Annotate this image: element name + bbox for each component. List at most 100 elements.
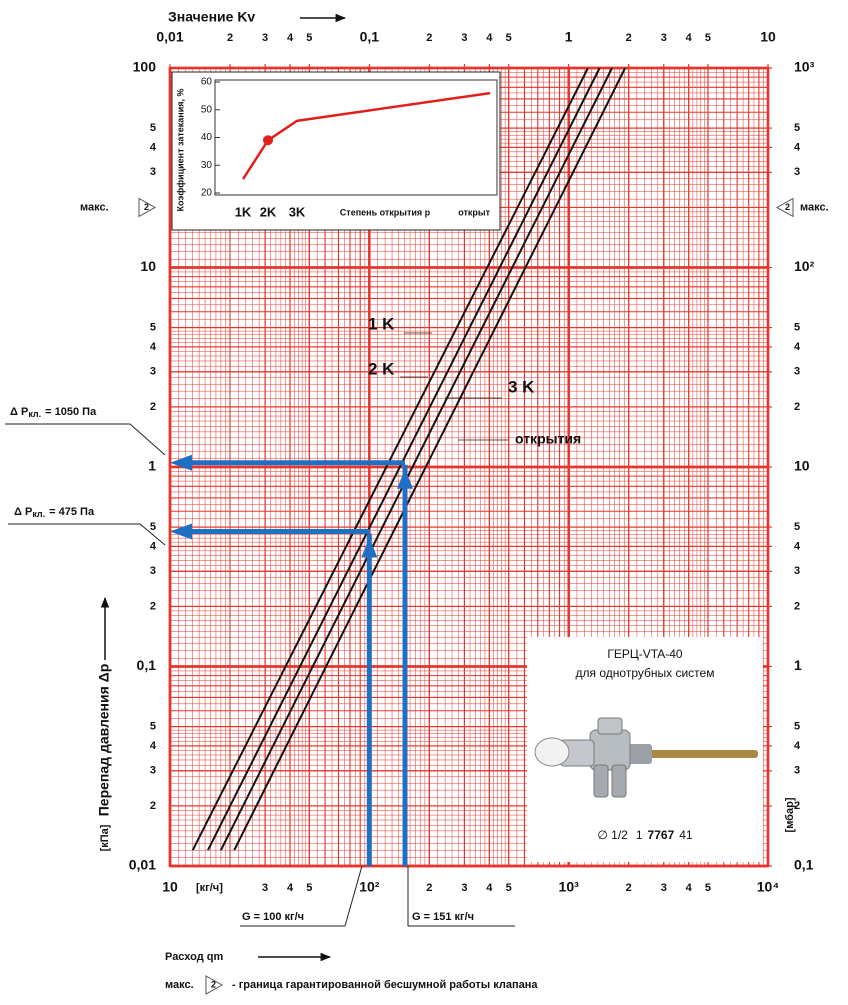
arrowhead: [170, 523, 192, 540]
x2-tick-label: 4: [287, 32, 294, 44]
series-label: 3 K: [508, 377, 535, 396]
label-subscript: кл.: [32, 509, 45, 519]
x-tick-label: 2: [426, 882, 432, 894]
y-tick-label: 10: [140, 258, 156, 274]
y-tick-label: 1: [148, 458, 156, 474]
max-symbol: 2: [785, 202, 790, 212]
inset-x-tick-label: 3K: [289, 204, 306, 219]
label-symbol: Δ P: [14, 506, 32, 518]
y-tick-label: 3: [150, 565, 156, 577]
operating-arrow: [180, 460, 408, 866]
y-tick-label: 0,1: [137, 657, 157, 673]
label-text: = 1050 Па: [45, 406, 97, 418]
y-tick-label: 4: [150, 740, 157, 752]
arrowhead: [361, 537, 378, 558]
inset-line: [241, 91, 491, 180]
inset-y-tick-label: 30: [201, 160, 213, 171]
x-tick-label: 5: [306, 882, 312, 894]
y2-tick-label: 5: [794, 720, 800, 732]
y-tick-label: 5: [150, 720, 156, 732]
y-tick-label: 5: [150, 122, 156, 134]
x-tick-label: 5: [705, 882, 711, 894]
series-line: [207, 67, 601, 851]
valve-cap: [534, 737, 570, 767]
y2-tick-label: 5: [794, 321, 800, 333]
x-tick-label: 10³: [559, 879, 580, 895]
y-tick-label: 4: [150, 341, 157, 353]
x-tick-label: 3: [661, 882, 667, 894]
x2-tick-label: 5: [705, 32, 711, 44]
valve-port: [593, 764, 609, 798]
x2-tick-label: 4: [486, 32, 493, 44]
max-label: макс.: [80, 201, 109, 213]
series-line: [191, 67, 589, 851]
x-tick-label: 3: [461, 882, 467, 894]
y-tick-label: 3: [150, 166, 156, 178]
x-tick-label: 4: [686, 882, 693, 894]
inset-x-tick-label: открыт: [458, 207, 490, 217]
x2-axis-title: Значение Kv: [168, 9, 255, 25]
code-part: 7767: [648, 828, 675, 842]
y2-tick-label: 3: [794, 166, 800, 178]
label-text: = 475 Па: [49, 506, 95, 518]
x-tick-label: 10²: [359, 879, 380, 895]
inset-y-tick-label: 50: [201, 104, 213, 115]
y-tick-label: 100: [133, 59, 157, 75]
y2-tick-label: 2: [794, 401, 800, 413]
product-title: ГЕРЦ-VTA-40: [607, 647, 682, 661]
code-part: 1: [636, 828, 643, 842]
label-leader: [8, 523, 166, 546]
label-leader: [407, 866, 515, 927]
footnote-label: макс.: [165, 979, 194, 991]
y2-tick-label: 10: [794, 458, 810, 474]
product-code: ∅ 1/2 1 7767 41: [597, 828, 693, 842]
product-subtitle: для однотрубных систем: [576, 666, 715, 680]
x-point-label: G = 100 кг/ч: [242, 911, 304, 923]
y-tick-label: 2: [150, 401, 156, 413]
inset-x-title: Степень открытия р: [340, 207, 431, 217]
y-tick-label: 0,01: [129, 857, 156, 873]
x2-tick-label: 2: [426, 32, 432, 44]
x-tick-label: 2: [626, 882, 632, 894]
product-box: ГЕРЦ-VTA-40 для однотрубных систем ∅ 1/2…: [527, 637, 763, 862]
label-symbol: Δ P: [10, 406, 28, 418]
inset-x-tick-label: 1K: [235, 204, 252, 219]
label-leader: [5, 423, 166, 456]
y2-tick-label: 1: [794, 657, 802, 673]
y2-tick-label: 4: [794, 740, 801, 752]
series-label: 2 K: [368, 359, 395, 378]
series-line: [233, 67, 627, 851]
y2-tick-label: 10³: [794, 59, 815, 75]
x-tick-label: 3: [262, 882, 268, 894]
max-label: макс.: [800, 201, 829, 213]
y-point-label: Δ Pкл. = 1050 Па: [10, 406, 97, 419]
x-tick-label: 4: [287, 882, 294, 894]
code-part: ∅ 1/2: [597, 828, 628, 842]
x-tick-label: 5: [506, 882, 512, 894]
y-point-label: Δ Pкл. = 475 Па: [14, 506, 95, 519]
x2-tick-label: 2: [227, 32, 233, 44]
marks: 10 3 4 5 10² 2 3 4 5 10³ 2 3 4 5 10⁴100543105432154320…: [5, 9, 829, 963]
x2-tick-label: 1: [565, 29, 573, 45]
valve-top: [597, 717, 623, 735]
y2-tick-label: 10²: [794, 258, 815, 274]
x-point-label: G = 151 кг/ч: [412, 911, 474, 923]
y-tick-label: 5: [150, 521, 156, 533]
arrowhead: [170, 454, 192, 471]
x2-tick-label: 4: [686, 32, 693, 44]
valve-stem: [640, 750, 758, 758]
inset-point: [263, 135, 273, 146]
max-symbol: 2: [144, 202, 149, 212]
x-tick-label: 10: [162, 879, 178, 895]
x2-tick-label: 2: [626, 32, 632, 44]
operating-arrow: [180, 529, 372, 866]
inset-x-tick-label: 2K: [260, 204, 277, 219]
x2-tick-label: 3: [661, 32, 667, 44]
y-tick-label: 3: [150, 765, 156, 777]
label-leader: [240, 865, 363, 927]
label-subscript: кл.: [28, 409, 41, 419]
x2-tick-label: 5: [506, 32, 512, 44]
y2-tick-label: 3: [794, 366, 800, 378]
y2-tick-label: 4: [794, 141, 801, 153]
valve-body: [589, 729, 631, 771]
